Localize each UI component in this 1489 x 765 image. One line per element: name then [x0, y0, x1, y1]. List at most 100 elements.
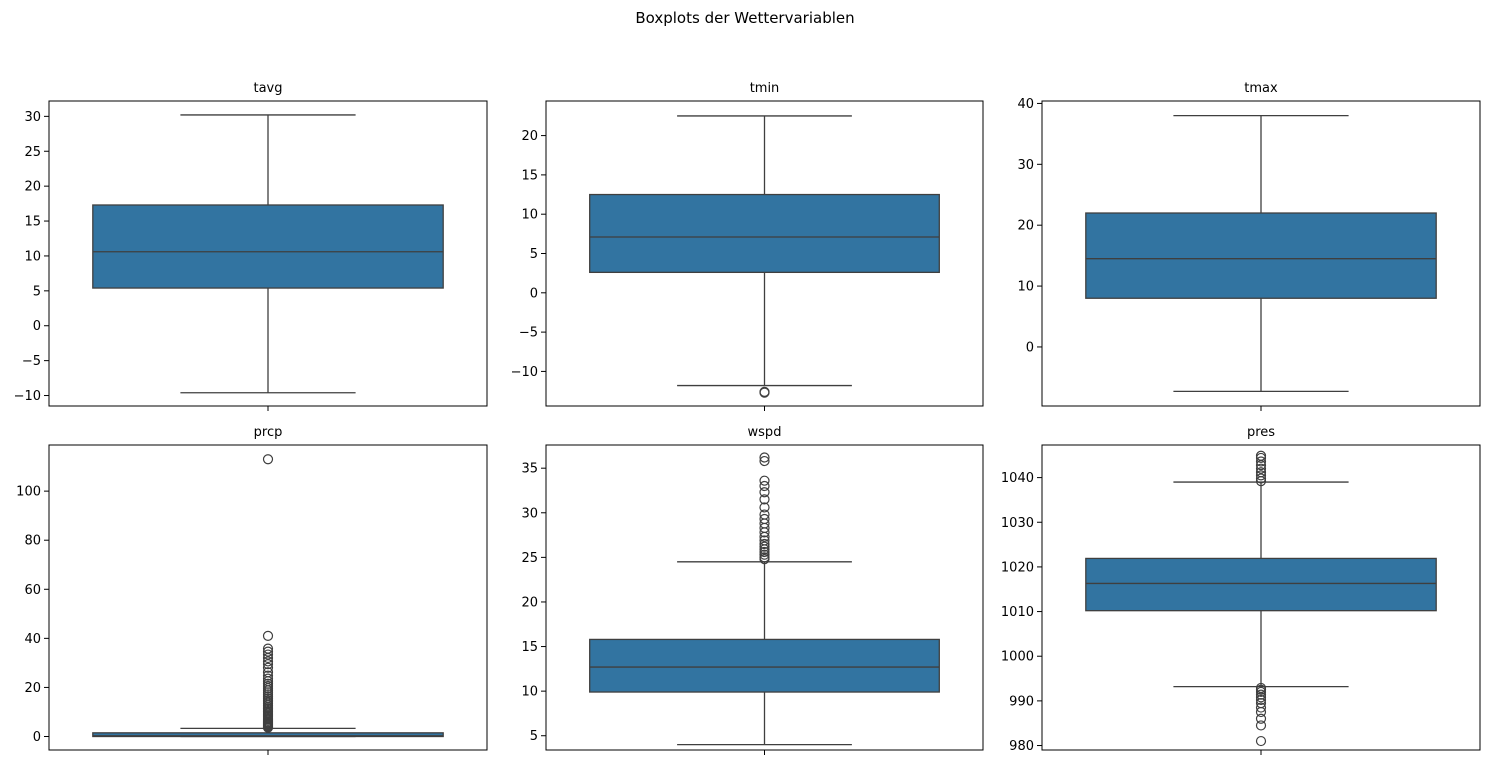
outlier-point — [1255, 450, 1267, 461]
outlier-point — [759, 513, 770, 525]
y-tick-label: −5 — [22, 354, 41, 369]
outlier-point — [1255, 702, 1267, 713]
y-tick-label: 15 — [521, 640, 538, 655]
outlier-point — [1255, 735, 1267, 747]
outlier-point — [262, 656, 274, 667]
y-tick-label: 40 — [24, 632, 41, 647]
iqr-box — [589, 638, 940, 693]
y-tick-label: 10 — [521, 208, 538, 223]
outlier-point — [262, 678, 274, 689]
subplot-tmin: tmin −10 −5 0 5 10 15 20 — [511, 81, 984, 411]
outlier-point — [1255, 473, 1267, 484]
subplot-tmax: tmax 0 10 20 30 40 — [1017, 81, 1481, 411]
iqr-box — [92, 732, 444, 738]
outlier-point — [1255, 689, 1267, 700]
outlier-point — [759, 502, 770, 513]
outlier-point — [759, 480, 770, 492]
outlier-point — [1255, 713, 1267, 724]
y-tick-label: 0 — [1026, 340, 1034, 355]
outlier-point — [262, 454, 274, 465]
outlier-point — [1255, 470, 1267, 481]
y-tick-label: 0 — [530, 286, 538, 301]
y-tick-label: 1000 — [1001, 650, 1034, 665]
y-tick-label: 25 — [521, 551, 538, 566]
outlier-point — [759, 549, 770, 560]
y-tick-label: 30 — [521, 506, 538, 521]
subplot-title: tmin — [750, 81, 780, 96]
outlier-point — [262, 670, 274, 681]
subplot-pres: pres 980 990 1000 1010 1020 1030 1040 — [1001, 425, 1481, 755]
axes-frame — [545, 100, 984, 407]
y-tick-label: 1010 — [1001, 605, 1034, 620]
outlier-point — [759, 546, 770, 558]
y-tick-label: 35 — [521, 462, 538, 477]
y-tick-label: 10 — [521, 685, 538, 700]
outlier-point — [262, 673, 274, 684]
outlier-point — [262, 646, 274, 657]
outlier-point — [759, 455, 770, 467]
y-tick-label: 40 — [1017, 97, 1034, 112]
outlier-point — [1255, 694, 1267, 706]
axes-frame — [48, 100, 488, 407]
subplot-prcp: prcp 0 20 40 60 80 100 — [16, 425, 488, 755]
y-tick-label: 80 — [24, 534, 41, 549]
outlier-point — [1255, 463, 1267, 474]
iqr-box — [1085, 212, 1437, 299]
figure-title: Boxplots der Wettervariablen — [635, 9, 854, 27]
axes-frame — [1041, 444, 1481, 751]
subplot-title: tmax — [1244, 81, 1278, 96]
subplot-title: prcp — [254, 425, 283, 440]
outlier-point — [759, 541, 770, 552]
y-tick-label: 20 — [1017, 219, 1034, 234]
y-tick-label: 5 — [530, 729, 538, 744]
subplot-title: tavg — [253, 81, 282, 96]
y-tick-label: 20 — [24, 681, 41, 696]
outlier-point — [759, 487, 770, 498]
y-tick-label: 5 — [33, 284, 41, 299]
outlier-point — [262, 630, 274, 642]
axes-frame — [48, 444, 488, 751]
y-tick-label: 990 — [1009, 694, 1034, 709]
y-tick-label: −10 — [511, 365, 538, 380]
outlier-point — [1255, 456, 1267, 467]
subplot-title: pres — [1247, 425, 1275, 440]
y-tick-label: −10 — [14, 389, 41, 404]
outlier-point — [262, 649, 274, 660]
y-tick-label: 100 — [16, 485, 41, 500]
y-tick-label: 30 — [24, 110, 41, 125]
axes-frame — [1041, 100, 1481, 407]
y-tick-label: 20 — [24, 180, 41, 195]
iqr-box — [589, 193, 940, 274]
y-tick-label: 1040 — [1001, 471, 1034, 486]
subplot-tavg: tavg −10 −5 0 5 10 15 20 25 30 — [14, 81, 488, 411]
outlier-point — [1255, 467, 1267, 478]
outlier-point — [262, 643, 274, 654]
outlier-point — [262, 662, 274, 673]
outlier-point — [759, 452, 770, 463]
y-tick-label: 1020 — [1001, 560, 1034, 575]
outlier-point — [1255, 720, 1267, 731]
iqr-box — [1085, 557, 1437, 612]
outlier-point — [759, 552, 770, 563]
outlier-point — [759, 387, 770, 398]
iqr-box — [92, 204, 444, 289]
outlier-point — [759, 538, 770, 550]
y-tick-label: 60 — [24, 583, 41, 598]
y-tick-label: 15 — [24, 215, 41, 230]
outlier-point — [759, 494, 770, 505]
y-tick-label: 0 — [33, 730, 41, 745]
y-tick-label: 30 — [1017, 158, 1034, 173]
outlier-point — [759, 475, 770, 486]
y-tick-label: 25 — [24, 145, 41, 160]
outlier-point — [759, 535, 770, 546]
subplot-wspd: wspd 5 10 15 20 25 30 35 — [521, 425, 984, 755]
outlier-point — [1255, 682, 1267, 694]
y-tick-label: 10 — [1017, 280, 1034, 295]
subplot-grid: tavg−10−5051015202530tmin−10−505101520tm… — [14, 81, 1481, 755]
y-tick-label: 20 — [521, 129, 538, 144]
subplot-title: wspd — [748, 425, 782, 440]
y-tick-label: 980 — [1009, 739, 1034, 754]
outlier-point — [759, 509, 770, 520]
